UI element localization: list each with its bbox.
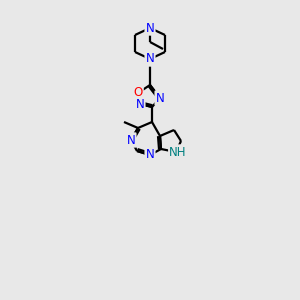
Text: NH: NH bbox=[169, 146, 187, 158]
Text: N: N bbox=[136, 98, 144, 110]
Text: O: O bbox=[134, 86, 142, 100]
Text: N: N bbox=[156, 92, 164, 104]
Text: N: N bbox=[146, 22, 154, 34]
Text: N: N bbox=[127, 134, 135, 146]
Text: N: N bbox=[146, 148, 154, 161]
Text: N: N bbox=[146, 52, 154, 65]
